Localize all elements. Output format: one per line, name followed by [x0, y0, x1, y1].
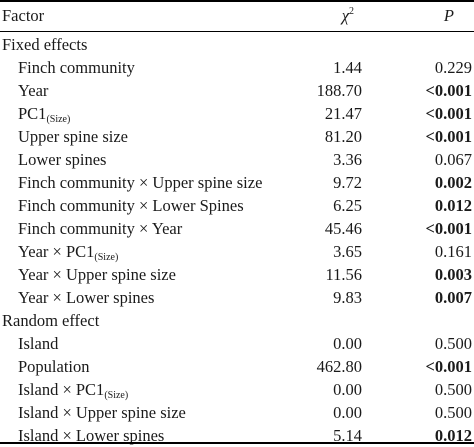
chi-square-cell: 45.46	[324, 219, 362, 238]
factor-subscript: (Size)	[46, 114, 71, 125]
factor-cell: Upper spine size	[18, 125, 128, 148]
factor-cell: Island × PC1(Size)	[18, 378, 128, 401]
chi-square-cell: 188.70	[316, 81, 362, 100]
chi-square-cell: 21.47	[324, 104, 362, 123]
chi-square-cell: 6.25	[333, 196, 362, 215]
factor-cell: Year × Lower spines	[18, 286, 154, 309]
p-value-cell: 0.007	[434, 288, 472, 307]
table-row: Finch community × Upper spine size 9.72 0.…	[0, 171, 474, 194]
factor-cell: Year	[18, 79, 48, 102]
factor-subscript: (Size)	[94, 252, 119, 263]
table-row: Finch community 1.44 0.229	[0, 56, 474, 79]
p-value-cell: <0.001	[425, 357, 472, 376]
chi-square-cell: 5.14	[333, 426, 362, 445]
table-row: Year × PC1(Size) 3.65 0.161	[0, 240, 474, 263]
table-row: Population 462.80 <0.001	[0, 355, 474, 378]
p-value-cell: 0.067	[434, 150, 472, 169]
p-value-cell: 0.012	[434, 426, 472, 445]
factor-text: PC1	[18, 104, 47, 123]
chi-square-cell: 462.80	[316, 357, 362, 376]
p-value-cell: 0.002	[434, 173, 472, 192]
header-chi-symbol: χ	[341, 6, 349, 25]
table-row: Year 188.70 <0.001	[0, 79, 474, 102]
factor-cell: Finch community	[18, 56, 135, 79]
table-bottom-rule	[0, 442, 474, 444]
table-row: Island 0.00 0.500	[0, 332, 474, 355]
section-label: Fixed effects	[2, 35, 88, 54]
factor-text: Lower spines	[18, 150, 107, 169]
table-top-rule	[0, 0, 474, 2]
header-chi-square: χ2	[342, 3, 354, 29]
factor-text: Island	[18, 334, 59, 353]
p-value-cell: 0.500	[434, 334, 472, 353]
chi-square-cell: 0.00	[333, 380, 362, 399]
chi-square-cell: 11.56	[325, 265, 362, 284]
factor-text: Finch community	[18, 58, 135, 77]
chi-square-cell: 3.65	[333, 242, 362, 261]
p-value-cell: 0.500	[434, 380, 472, 399]
factor-cell: Lower spines	[18, 148, 106, 171]
table-row: Finch community × Lower Spines 6.25 0.012	[0, 194, 474, 217]
factor-cell: Island × Lower spines	[18, 424, 164, 447]
factor-text: Finch community × Lower Spines	[18, 196, 244, 215]
chi-square-cell: 9.83	[333, 288, 362, 307]
factor-text: Year × PC1	[18, 242, 95, 261]
p-value-cell: 0.500	[434, 403, 472, 422]
factor-cell: Year × PC1(Size)	[18, 240, 118, 263]
table-row: PC1(Size) 21.47 <0.001	[0, 102, 474, 125]
factor-text: Year	[18, 81, 49, 100]
factor-text: Finch community × Year	[18, 219, 183, 238]
factor-subscript: (Size)	[104, 390, 129, 401]
factor-text: Population	[18, 357, 90, 376]
p-value-cell: <0.001	[425, 104, 472, 123]
table-row: Year × Upper spine size 11.56 0.003	[0, 263, 474, 286]
table-row: Lower spines 3.36 0.067	[0, 148, 474, 171]
chi-square-cell: 0.00	[333, 334, 362, 353]
table-row: Upper spine size 81.20 <0.001	[0, 125, 474, 148]
factor-cell: Island × Upper spine size	[18, 401, 186, 424]
factor-cell: Island	[18, 332, 58, 355]
factor-cell: Finch community × Upper spine size	[18, 171, 262, 194]
table-row: Finch community × Year 45.46 <0.001	[0, 217, 474, 240]
section-fixed-effects: Fixed effects	[0, 33, 474, 56]
factor-text: Island × PC1	[18, 380, 105, 399]
table-header-rule	[0, 31, 474, 32]
header-factor: Factor	[2, 6, 45, 25]
p-value-cell: <0.001	[425, 219, 472, 238]
factor-cell: Finch community × Lower Spines	[18, 194, 244, 217]
factor-text: Year × Upper spine size	[18, 265, 176, 284]
chi-square-cell: 3.36	[333, 150, 362, 169]
table-row: Island × PC1(Size) 0.00 0.500	[0, 378, 474, 401]
factor-text: Island × Lower spines	[18, 426, 165, 445]
p-value-cell: <0.001	[425, 81, 472, 100]
p-value-cell: 0.012	[434, 196, 472, 215]
factor-cell: Population	[18, 355, 90, 378]
table-row: Island × Upper spine size 0.00 0.500	[0, 401, 474, 424]
p-value-cell: 0.161	[434, 242, 472, 261]
factor-text: Finch community × Upper spine size	[18, 173, 263, 192]
p-value-cell: <0.001	[425, 127, 472, 146]
factor-text: Year × Lower spines	[18, 288, 155, 307]
chi-square-cell: 9.72	[333, 173, 362, 192]
factor-cell: Finch community × Year	[18, 217, 182, 240]
p-value-cell: 0.003	[434, 265, 472, 284]
chi-square-cell: 0.00	[333, 403, 362, 422]
chi-square-cell: 81.20	[324, 127, 362, 146]
factor-cell: Year × Upper spine size	[18, 263, 176, 286]
header-chi-superscript: 2	[349, 6, 354, 17]
factor-text: Island × Upper spine size	[18, 403, 186, 422]
table-header-row: Factor χ2 P	[0, 3, 474, 29]
factor-text: Upper spine size	[18, 127, 128, 146]
table-row: Year × Lower spines 9.83 0.007	[0, 286, 474, 309]
factor-cell: PC1(Size)	[18, 102, 70, 125]
table-row: Island × Lower spines 5.14 0.012	[0, 424, 474, 447]
header-p: P	[443, 6, 454, 25]
p-value-cell: 0.229	[434, 58, 472, 77]
section-random-effect: Random effect	[0, 309, 474, 332]
chi-square-cell: 1.44	[333, 58, 362, 77]
section-label: Random effect	[2, 311, 100, 330]
